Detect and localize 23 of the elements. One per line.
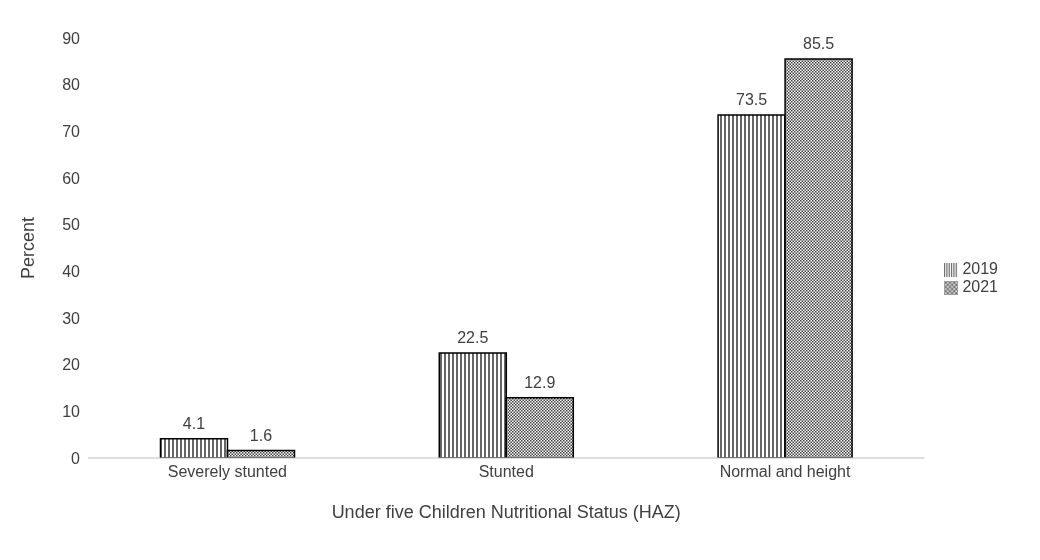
y-tick-label: 70	[62, 123, 81, 141]
data-label: 73.5	[736, 91, 768, 108]
data-label: 85.5	[803, 35, 835, 52]
y-tick-label: 40	[62, 263, 81, 281]
y-tick-label: 30	[62, 309, 81, 327]
legend-label: 2021	[962, 278, 998, 295]
x-tick-label: Stunted	[478, 463, 534, 481]
data-label: 4.1	[182, 414, 206, 432]
y-tick-label: 80	[62, 76, 81, 94]
x-tick-label: Severely stunted	[167, 463, 287, 481]
y-axis-title: Percent	[18, 216, 39, 280]
y-tick-label: 0	[71, 449, 81, 467]
data-label: 12.9	[524, 373, 556, 391]
y-tick-label: 20	[62, 356, 81, 374]
y-tick-label: 60	[62, 169, 81, 187]
x-axis-title: Under five Children Nutritional Status (HAZ)	[331, 502, 681, 522]
y-tick-label: 50	[62, 216, 81, 234]
y-tick-label: 90	[62, 29, 81, 47]
y-tick-label: 10	[62, 403, 81, 421]
legend-label: 2019	[962, 260, 998, 277]
data-label: 22.5	[457, 329, 489, 346]
x-tick-label: Normal and height	[719, 463, 851, 481]
data-label: 1.6	[249, 426, 273, 444]
